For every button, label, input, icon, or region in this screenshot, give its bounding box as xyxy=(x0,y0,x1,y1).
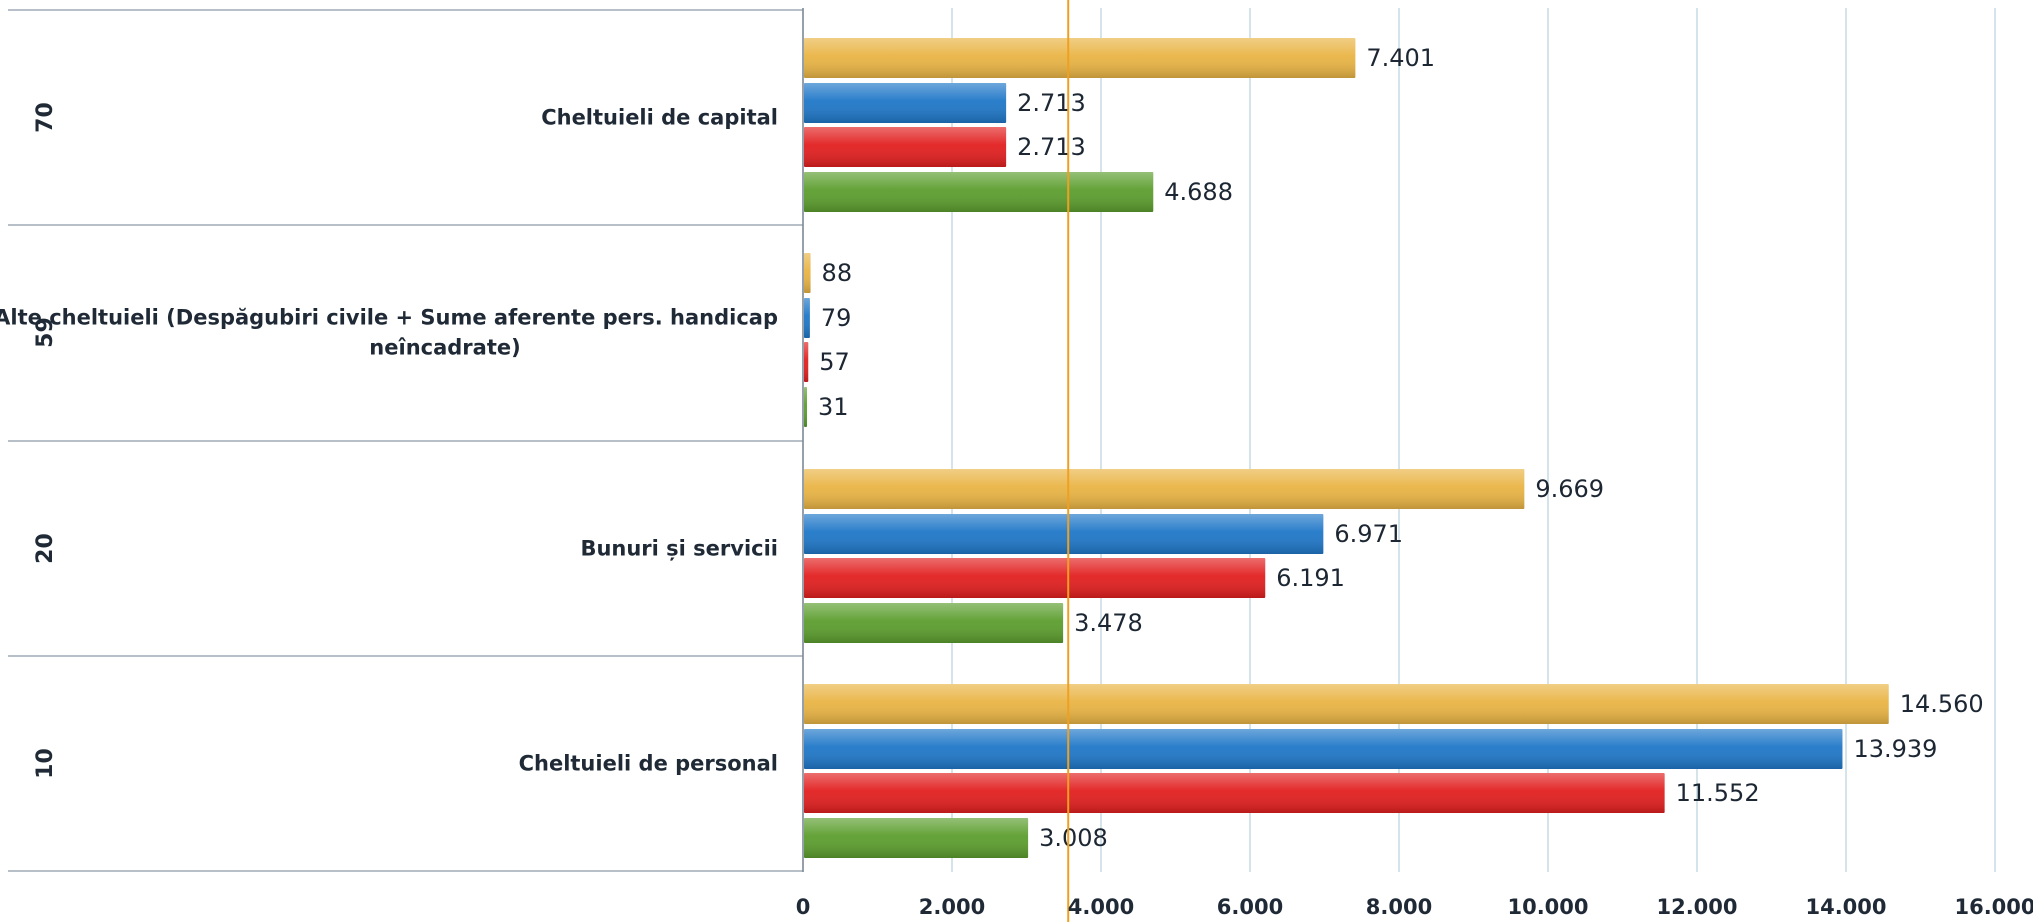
bar-shading xyxy=(804,38,1356,78)
data-label: 6.971 xyxy=(1334,520,1403,548)
data-label: 11.552 xyxy=(1676,779,1760,807)
data-label: 31 xyxy=(818,393,849,421)
bar-shading xyxy=(804,558,1266,598)
data-label: 4.688 xyxy=(1164,178,1233,206)
bar-shading xyxy=(804,469,1525,509)
bar-shading xyxy=(804,514,1324,554)
x-tick-label: 6.000 xyxy=(1217,895,1283,919)
x-tick-label: 8.000 xyxy=(1366,895,1432,919)
bar-shading xyxy=(804,684,1889,724)
data-label: 2.713 xyxy=(1017,133,1086,161)
bar-shading xyxy=(804,603,1064,643)
bar-shading xyxy=(804,172,1154,212)
bar-shading xyxy=(804,729,1843,769)
bar-shading xyxy=(804,387,807,427)
category-label: Cheltuieli de capital xyxy=(541,106,778,130)
category-code: 10 xyxy=(33,748,58,779)
data-label: 6.191 xyxy=(1276,564,1345,592)
category-code: 20 xyxy=(33,533,58,564)
bar-shading xyxy=(804,253,811,293)
category-label: Bunuri și servicii xyxy=(580,537,778,561)
category-label: Alte cheltuieli (Despăgubiri civile + Su… xyxy=(0,306,778,330)
data-label: 13.939 xyxy=(1853,735,1937,763)
bar-shading xyxy=(804,342,809,382)
category-code: 70 xyxy=(33,102,58,133)
category-label: Cheltuieli de personal xyxy=(519,752,778,776)
data-label: 9.669 xyxy=(1535,475,1604,503)
data-label: 3.008 xyxy=(1039,824,1108,852)
value-labels: 7.401 88 9.669 14.560 2.713 79 6.971 13.939 2.71… xyxy=(818,44,1984,852)
bars xyxy=(804,38,1889,858)
x-tick-label: 14.000 xyxy=(1805,895,1886,919)
x-tick-label: 16.000 xyxy=(1954,895,2033,919)
category-label: neîncadrate) xyxy=(369,336,520,360)
bar-shading xyxy=(804,127,1007,167)
x-tick-label: 2.000 xyxy=(919,895,985,919)
data-label: 79 xyxy=(821,304,852,332)
data-label: 7.401 xyxy=(1366,44,1435,72)
gridlines xyxy=(951,8,1996,872)
data-label: 3.478 xyxy=(1074,609,1143,637)
bar-shading xyxy=(804,818,1029,858)
bar-shading xyxy=(804,773,1665,813)
x-tick-label: 0 xyxy=(796,895,811,919)
data-label: 2.713 xyxy=(1017,89,1086,117)
data-label: 14.560 xyxy=(1900,690,1984,718)
x-axis-ticks: 0 2.000 4.000 6.000 8.000 10.000 12.000 14.000 1… xyxy=(796,895,2033,919)
category-frame xyxy=(8,8,804,872)
x-tick-label: 12.000 xyxy=(1656,895,1737,919)
category-code: 59 xyxy=(33,317,58,348)
x-tick-label: 4.000 xyxy=(1068,895,1134,919)
data-label: 88 xyxy=(822,259,853,287)
data-label: 57 xyxy=(819,348,850,376)
bar-shading xyxy=(804,298,810,338)
x-tick-label: 10.000 xyxy=(1507,895,1588,919)
bar-shading xyxy=(804,83,1007,123)
